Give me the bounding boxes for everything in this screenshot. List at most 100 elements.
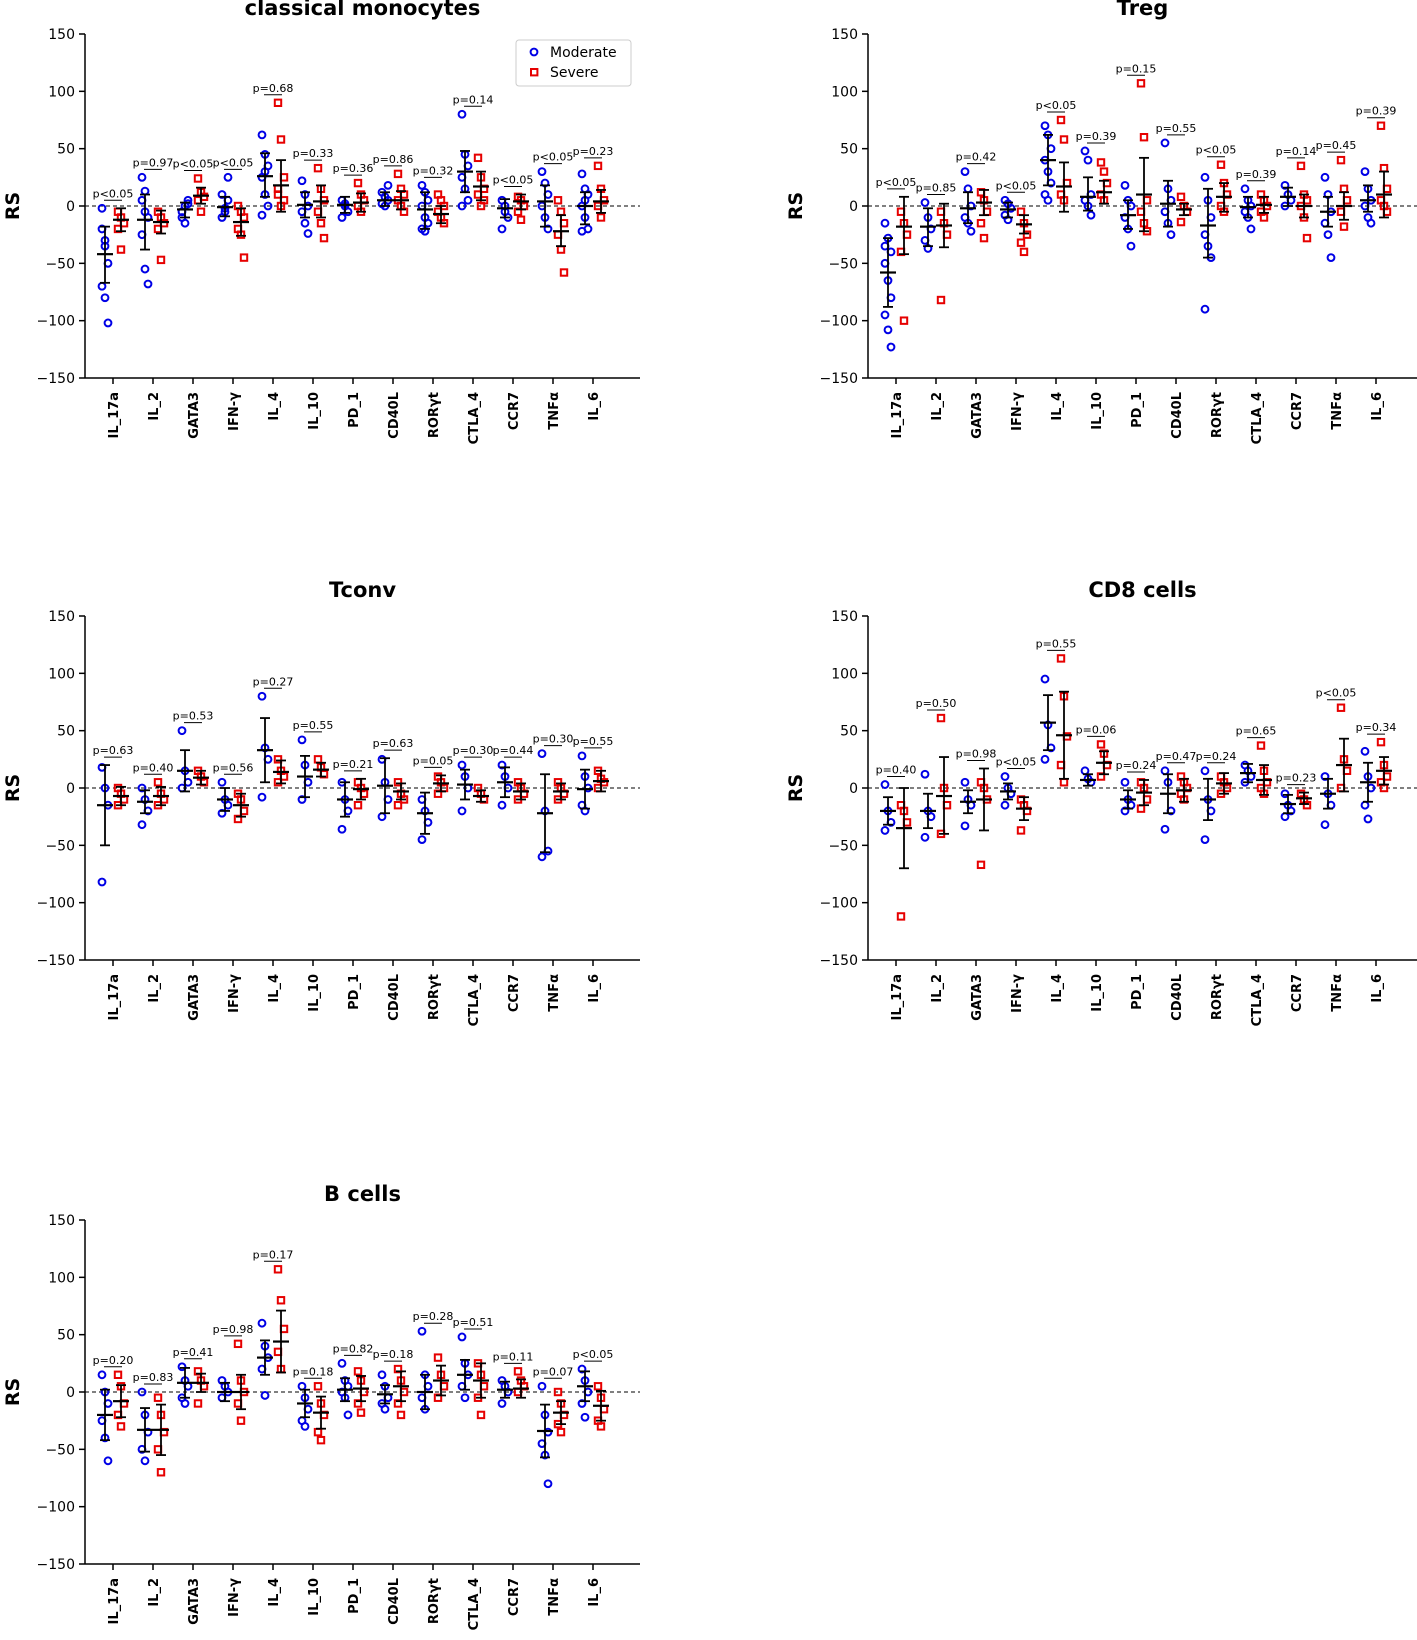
p-value-label: p=0.32 <box>413 164 454 177</box>
p-value-label: p=0.17 <box>253 1248 294 1261</box>
y-tick-label: 0 <box>66 781 75 797</box>
data-point-moderate <box>180 1399 190 1408</box>
data-point-moderate <box>463 195 473 205</box>
data-point-severe <box>1379 163 1389 173</box>
data-point-moderate <box>880 780 890 789</box>
data-point-severe <box>233 814 243 824</box>
data-point-moderate <box>960 777 970 787</box>
chart-title: Tconv <box>329 578 396 602</box>
data-point-moderate <box>497 1399 507 1408</box>
data-point-severe <box>553 196 563 205</box>
data-point-moderate <box>337 824 347 834</box>
chart-panel: Tconv RS 150 100 50 0 −50 −100 −150 IL_17a IL_2 GAT… <box>2 578 640 1026</box>
y-axis-label: RS <box>2 192 24 220</box>
p-value-label: p<0.05 <box>996 179 1037 192</box>
data-point-severe <box>513 207 523 216</box>
data-point-moderate <box>297 795 307 804</box>
data-point-moderate <box>1166 230 1176 240</box>
data-point-severe <box>516 215 526 224</box>
data-point-severe <box>1059 135 1069 144</box>
x-tick-label: IL_17a <box>890 392 905 438</box>
x-tick-label: PD_1 <box>347 392 362 428</box>
p-value-label: p=0.41 <box>173 1346 214 1359</box>
x-tick-label: GATA3 <box>187 392 202 439</box>
p-value-label: p=0.56 <box>213 761 254 774</box>
p-value-label: p=0.50 <box>916 697 957 710</box>
data-point-severe <box>936 295 946 305</box>
data-point-moderate <box>880 826 890 835</box>
y-tick-label: −150 <box>820 371 858 387</box>
p-value-label: p=0.20 <box>93 1354 134 1367</box>
p-value-label: p=0.83 <box>133 1371 174 1384</box>
data-point-severe <box>1336 703 1346 712</box>
x-tick-label: IL_4 <box>1050 392 1065 421</box>
data-point-severe <box>276 1296 286 1305</box>
data-point-severe <box>193 1367 203 1376</box>
y-tick-label: 50 <box>840 142 858 158</box>
y-tick-label: −100 <box>820 896 858 912</box>
x-tick-label: CCR7 <box>507 392 522 430</box>
data-point-severe <box>1376 737 1386 747</box>
y-tick-label: 150 <box>48 1213 75 1229</box>
p-value-label: p=0.42 <box>956 151 997 164</box>
p-value-label: p<0.05 <box>213 156 254 169</box>
data-point-moderate <box>377 812 387 822</box>
p-value-label: p=0.55 <box>1036 637 1077 650</box>
data-point-severe <box>313 1382 323 1391</box>
data-point-moderate <box>1366 218 1376 228</box>
data-point-moderate <box>577 169 587 179</box>
data-point-severe <box>1096 772 1106 781</box>
y-tick-label: 0 <box>66 1385 75 1401</box>
x-tick-label: IL_4 <box>267 392 282 421</box>
p-value-label: p=0.21 <box>333 758 374 771</box>
p-value-label: p=0.05 <box>413 754 454 767</box>
x-tick-label: PD_1 <box>347 974 362 1010</box>
data-point-severe <box>1339 184 1349 194</box>
x-tick-label: IL_17a <box>107 392 122 438</box>
p-value-label: p<0.05 <box>1196 144 1237 157</box>
data-point-severe <box>1056 115 1066 125</box>
data-point-moderate <box>883 325 893 335</box>
chart-panel: B cells RS 150 100 50 0 −50 −100 −150 IL_17a IL_2 G… <box>2 1182 640 1630</box>
data-point-moderate <box>337 213 347 222</box>
x-tick-label: IL_6 <box>1370 974 1385 1003</box>
data-point-moderate <box>297 176 307 186</box>
data-point-moderate <box>217 808 227 818</box>
legend: Moderate Severe <box>515 39 632 87</box>
p-value-label: p=0.39 <box>1236 168 1277 181</box>
data-point-moderate <box>257 792 267 802</box>
y-axis-label: RS <box>785 774 807 802</box>
y-axis-label: RS <box>2 1378 24 1406</box>
data-point-moderate <box>377 1370 387 1380</box>
data-point-severe <box>1016 238 1026 247</box>
data-point-moderate <box>97 281 107 291</box>
data-point-moderate <box>577 1364 587 1374</box>
data-point-severe <box>356 1408 366 1417</box>
data-point-moderate <box>960 821 970 831</box>
x-tick-label: CCR7 <box>1290 392 1305 430</box>
data-point-moderate <box>1086 210 1096 220</box>
p-value-label: p=0.15 <box>1116 62 1157 75</box>
data-point-moderate <box>963 184 973 194</box>
p-value-label: p<0.05 <box>996 756 1037 769</box>
x-tick-label: CD40L <box>387 1578 402 1625</box>
data-point-moderate <box>1320 772 1330 781</box>
data-point-moderate <box>1200 304 1210 314</box>
data-point-severe <box>239 253 249 262</box>
data-point-severe <box>976 860 986 870</box>
data-point-moderate <box>1160 824 1170 834</box>
y-tick-label: −100 <box>37 1500 75 1516</box>
p-value-label: p=0.63 <box>93 744 134 757</box>
data-point-moderate <box>300 218 310 228</box>
data-point-severe <box>896 912 906 921</box>
data-point-moderate <box>303 229 313 238</box>
data-point-moderate <box>1120 180 1130 190</box>
data-point-moderate <box>543 1479 553 1489</box>
p-value-label: p<0.05 <box>1036 99 1077 112</box>
data-point-severe <box>1302 233 1312 243</box>
data-point-severe <box>276 135 286 144</box>
data-point-severe <box>1019 247 1029 257</box>
data-point-severe <box>273 1265 283 1274</box>
data-point-moderate <box>886 342 896 352</box>
data-point-severe <box>116 245 126 254</box>
